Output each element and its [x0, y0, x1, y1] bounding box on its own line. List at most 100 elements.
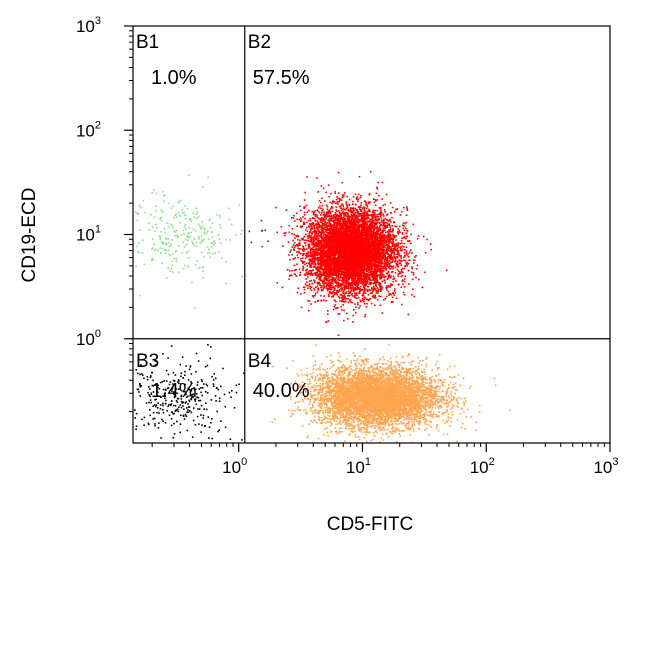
data-point	[207, 230, 209, 233]
data-point	[355, 230, 357, 232]
data-point	[379, 304, 382, 307]
data-point	[167, 267, 169, 269]
data-point	[309, 231, 311, 234]
data-point	[392, 267, 394, 270]
data-point	[185, 251, 188, 254]
series-b2-1	[275, 170, 448, 336]
data-point	[388, 294, 390, 296]
data-point	[177, 212, 180, 214]
data-point	[306, 226, 308, 229]
data-point	[375, 273, 377, 276]
data-point	[406, 230, 409, 232]
data-point	[390, 255, 393, 258]
data-point	[305, 248, 308, 250]
data-point	[195, 213, 198, 215]
data-point	[392, 275, 395, 278]
data-point	[392, 233, 394, 236]
data-point	[306, 235, 309, 237]
data-point	[387, 247, 390, 249]
data-point	[322, 235, 325, 237]
data-point	[375, 288, 377, 290]
data-point	[392, 301, 394, 303]
data-point	[190, 220, 193, 222]
data-point	[208, 248, 210, 251]
data-point	[356, 212, 359, 215]
data-point	[372, 211, 374, 213]
data-point	[292, 239, 294, 242]
data-point	[220, 257, 223, 259]
data-point	[386, 278, 389, 281]
data-point	[337, 334, 340, 336]
data-point	[340, 306, 343, 308]
data-point	[380, 254, 382, 256]
data-point	[404, 255, 406, 258]
data-point	[342, 228, 345, 230]
data-point	[198, 267, 200, 269]
data-point	[371, 218, 373, 220]
data-point	[337, 278, 339, 281]
data-point	[336, 293, 338, 296]
data-point	[303, 207, 305, 210]
data-point	[401, 245, 403, 248]
data-point	[350, 273, 353, 276]
data-point	[327, 313, 329, 315]
data-point	[154, 230, 156, 232]
data-point	[415, 268, 418, 270]
data-point	[377, 288, 380, 291]
data-point	[345, 284, 348, 287]
data-point	[159, 247, 162, 249]
data-point	[373, 278, 376, 280]
data-point	[228, 218, 231, 221]
data-point	[238, 204, 241, 206]
data-point	[318, 211, 321, 214]
data-point	[305, 262, 308, 265]
data-point	[396, 231, 399, 233]
data-point	[377, 242, 379, 245]
data-point	[422, 235, 425, 238]
data-point	[406, 206, 408, 208]
data-point	[165, 249, 167, 252]
data-point	[328, 233, 330, 236]
data-point	[363, 212, 366, 214]
data-point	[350, 301, 352, 303]
data-point	[288, 231, 291, 234]
data-point	[394, 266, 397, 269]
data-point	[376, 266, 379, 269]
data-point	[178, 200, 181, 202]
data-point	[355, 224, 357, 226]
data-point	[372, 224, 374, 227]
data-point	[349, 291, 351, 294]
data-point	[412, 288, 414, 291]
data-point	[327, 320, 330, 322]
data-point	[320, 264, 323, 266]
data-point	[347, 225, 350, 227]
data-point	[309, 265, 311, 268]
data-point	[191, 281, 193, 284]
data-point	[310, 286, 313, 288]
data-point	[192, 242, 195, 245]
data-point	[338, 267, 340, 269]
data-point	[294, 269, 296, 271]
data-point	[308, 283, 311, 286]
data-point	[179, 215, 182, 218]
data-point	[347, 214, 349, 216]
data-point	[361, 294, 363, 296]
data-point	[188, 232, 190, 234]
data-point	[364, 289, 367, 292]
data-point	[291, 270, 294, 272]
data-point	[400, 246, 402, 248]
data-point	[386, 265, 388, 267]
data-point	[200, 234, 203, 237]
data-point	[398, 270, 400, 273]
data-point	[418, 278, 420, 281]
data-point	[209, 218, 211, 220]
data-point	[229, 239, 231, 241]
data-point	[197, 223, 200, 226]
data-point	[207, 176, 209, 179]
data-point	[379, 211, 382, 213]
data-point	[299, 205, 301, 208]
data-point	[322, 264, 324, 267]
data-point	[411, 267, 413, 270]
data-point	[364, 278, 367, 280]
data-point	[369, 245, 372, 248]
